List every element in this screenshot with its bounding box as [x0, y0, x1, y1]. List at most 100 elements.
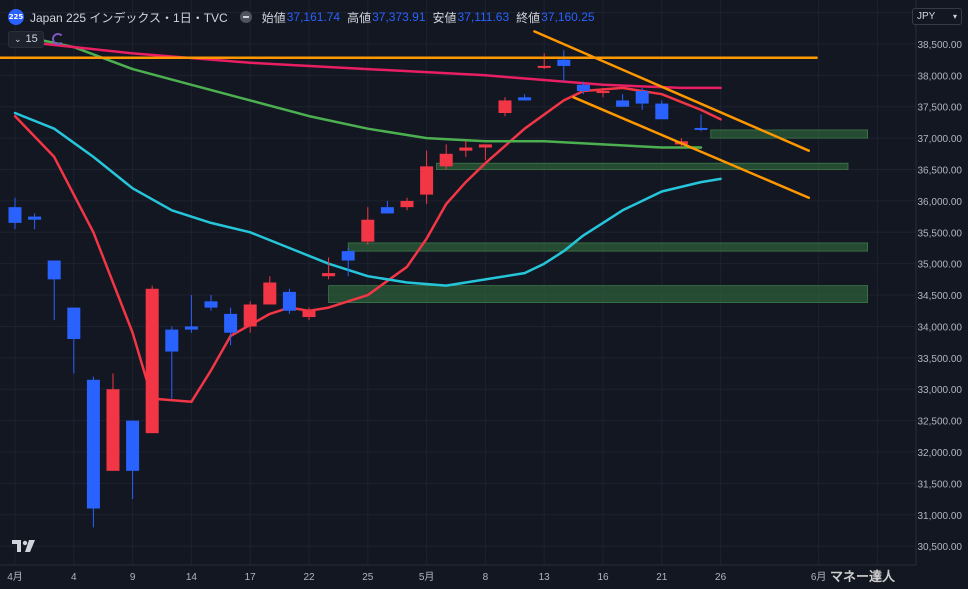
moving-average-line — [13, 111, 722, 287]
candle-body — [694, 127, 708, 130]
candle-body — [596, 91, 610, 94]
time-tick-label: 8 — [483, 572, 489, 583]
support-zone — [710, 129, 868, 139]
time-tick-label: 5月 — [419, 571, 435, 583]
time-tick-label: 21 — [656, 572, 668, 583]
price-tick-label: 36,000.00 — [918, 197, 963, 208]
candlesticks — [8, 50, 708, 528]
candle-body — [341, 251, 355, 261]
price-tick-label: 34,500.00 — [918, 291, 963, 302]
price-tick-label: 38,000.00 — [918, 71, 963, 82]
candle-body — [204, 301, 218, 308]
indicator-lines — [13, 33, 722, 404]
price-tick-label: 31,000.00 — [918, 511, 963, 522]
candle-body — [557, 59, 571, 66]
symbol-logo[interactable]: 225 — [8, 9, 24, 25]
time-tick-label: 4 — [71, 572, 77, 583]
candle-body — [224, 313, 238, 333]
trend-lines — [0, 30, 818, 199]
time-tick-label: 4月 — [7, 571, 23, 583]
price-tick-label: 37,000.00 — [918, 134, 963, 145]
tradingview-logo-icon[interactable] — [12, 538, 42, 554]
price-tick-label: 35,000.00 — [918, 260, 963, 271]
candle-body — [106, 389, 120, 471]
market-status-icon[interactable] — [239, 11, 252, 23]
price-tick-label: 30,500.00 — [918, 542, 963, 553]
price-tick-label: 32,500.00 — [918, 417, 963, 428]
time-tick-label: 26 — [715, 572, 727, 583]
trend-channel-line — [533, 30, 811, 152]
chart-header: 225 Japan 225 インデックス・1日・TVC 始値 37,161.74… — [8, 8, 602, 26]
candle-body — [635, 91, 649, 104]
time-tick-label: 5 — [875, 572, 881, 583]
candle-body — [126, 420, 140, 471]
candle-body — [400, 200, 414, 208]
candle-body — [8, 207, 22, 223]
candle-body — [478, 144, 492, 148]
chevron-down-icon: ▾ — [952, 12, 957, 21]
candle-body — [537, 65, 551, 68]
candle-body — [145, 288, 159, 434]
support-zones — [328, 129, 869, 303]
candle-body — [67, 307, 81, 339]
support-zone — [328, 285, 869, 303]
price-tick-label: 37,500.00 — [918, 103, 963, 114]
candle-body — [361, 219, 375, 242]
candle-body — [47, 260, 61, 280]
moving-average-line — [13, 86, 722, 404]
candle-body — [420, 166, 434, 195]
time-axis[interactable]: 4月 4 9 14 17 22 25 5月 8 13 16 21 26 6月 5 — [7, 571, 880, 583]
candle-body — [322, 273, 336, 277]
currency-label: JPY — [917, 11, 936, 22]
candle-body — [282, 291, 296, 311]
moving-average-line — [13, 33, 703, 149]
support-zone — [435, 162, 849, 170]
candle-body — [498, 100, 512, 113]
price-tick-label: 34,000.00 — [918, 322, 963, 333]
candle-body — [655, 103, 669, 120]
loading-icon[interactable] — [51, 33, 64, 45]
candle-body — [439, 153, 453, 167]
indicators-toggle[interactable]: ⌄ 15 — [8, 30, 44, 48]
time-tick-label: 6月 — [811, 571, 827, 583]
time-tick-label: 16 — [597, 572, 609, 583]
low-value: 37,111.63 — [457, 10, 510, 24]
candle-body — [263, 282, 277, 305]
candle-body — [165, 329, 179, 352]
price-tick-label: 38,500.00 — [918, 40, 963, 51]
time-tick-label: 14 — [186, 572, 198, 583]
price-tick-label: 36,500.00 — [918, 166, 963, 177]
candle-body — [28, 216, 42, 220]
low-label: 安値 — [432, 10, 457, 25]
high-label: 高値 — [347, 10, 372, 25]
candle-body — [518, 97, 532, 101]
close-label: 終値 — [516, 10, 541, 25]
symbol-title[interactable]: Japan 225 インデックス・1日・TVC — [30, 10, 228, 25]
price-tick-label: 33,000.00 — [918, 385, 963, 396]
candle-body — [380, 207, 394, 214]
candle-body — [616, 100, 630, 107]
chevron-down-icon: ⌄ — [14, 33, 22, 44]
time-tick-label: 17 — [245, 572, 257, 583]
support-zone — [347, 242, 869, 252]
indicator-count: 15 — [25, 33, 38, 45]
moving-average-line — [13, 39, 722, 90]
close-value: 37,160.25 — [541, 10, 595, 24]
time-tick-label: 25 — [362, 572, 374, 583]
currency-selector[interactable]: JPY ▾ — [912, 8, 962, 25]
high-value: 37,373.91 — [372, 10, 426, 24]
candle-body — [459, 147, 473, 151]
open-label: 始値 — [261, 10, 286, 25]
price-tick-label: 31,500.00 — [918, 479, 963, 490]
time-tick-label: 13 — [539, 572, 551, 583]
time-tick-label: 22 — [303, 572, 315, 583]
time-tick-label: 9 — [130, 572, 136, 583]
candle-body — [576, 84, 590, 92]
open-value: 37,161.74 — [286, 10, 341, 24]
price-tick-label: 33,500.00 — [918, 354, 963, 365]
candle-body — [86, 379, 100, 509]
watermark-logo: マネー達人 — [830, 570, 896, 585]
candle-body — [243, 304, 257, 327]
candle-body — [184, 326, 198, 330]
